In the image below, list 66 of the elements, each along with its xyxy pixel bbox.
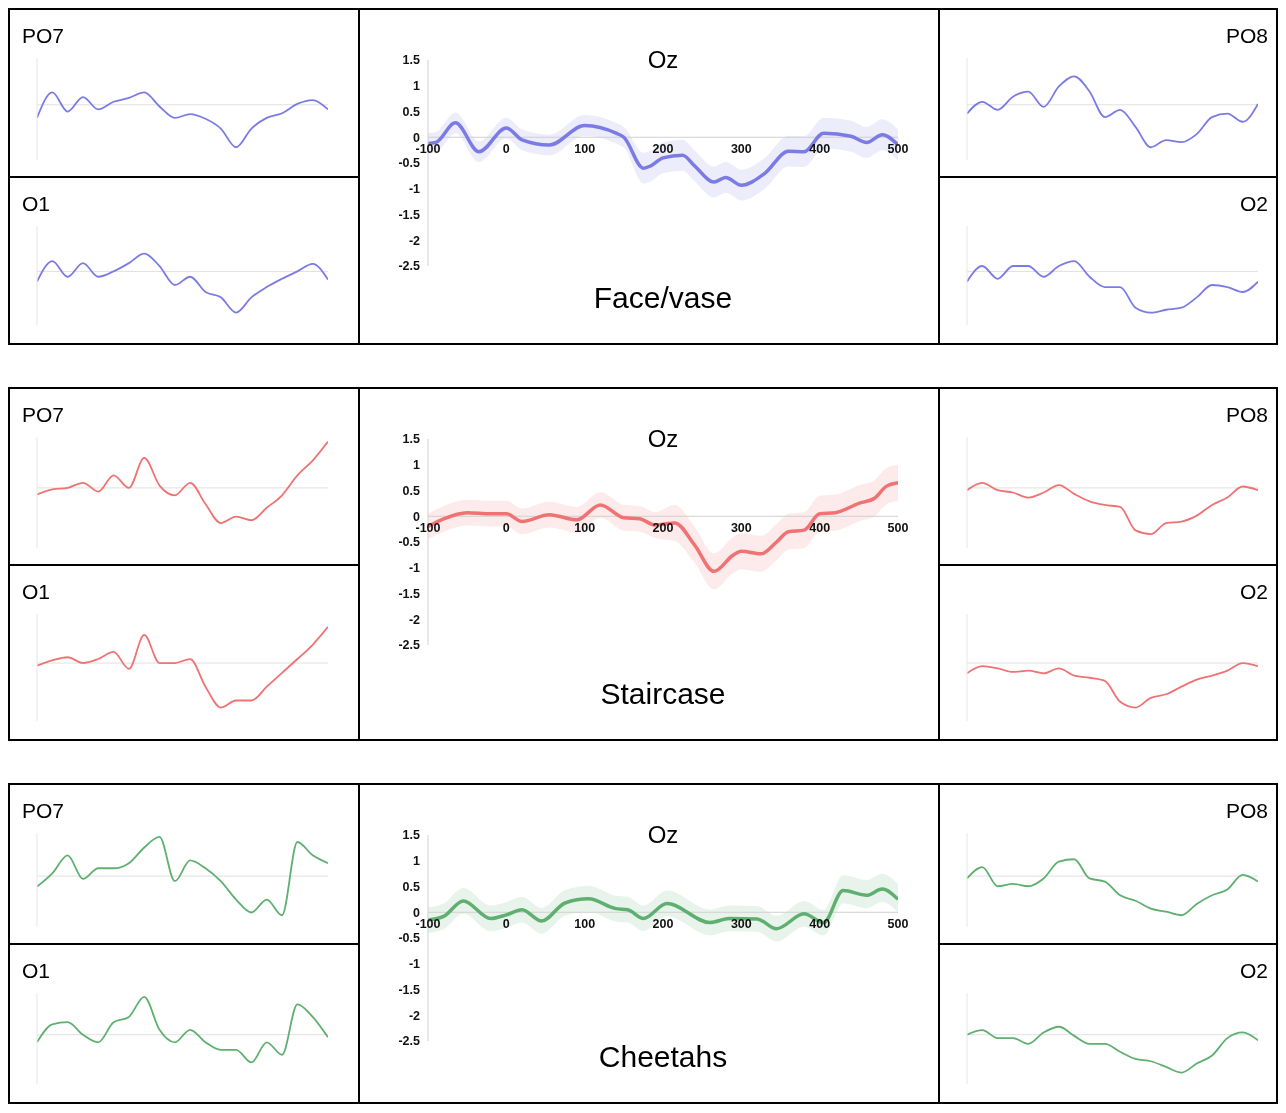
y-tick-label: -1.5 [398,207,421,222]
chart-title: PO8 [1225,799,1268,823]
y-tick-label: 1 [413,79,421,94]
y-tick-label: 0.5 [402,483,421,498]
text: Face/vase [592,281,734,315]
chart-title: O1 [22,192,51,216]
x-tick-label: 200 [652,142,674,157]
y-tick-label: -1 [408,957,421,972]
x-tick-label: 0 [502,142,510,157]
chart-title: PO8 [1225,24,1268,48]
x-tick-label: -100 [415,142,441,157]
y-tick-label: 0 [413,130,421,145]
chart-title: PO7 [22,799,65,823]
chart-title: O1 [22,580,51,604]
annotation: Cheetahs [597,1040,729,1074]
x-tick-label: 300 [730,917,752,932]
chart-title: O2 [1239,959,1268,983]
y-tick-label: 1 [413,854,421,869]
x-tick-label: 500 [887,917,909,932]
y-tick-label: 0.5 [402,879,421,894]
y-tick-label: 0 [413,905,421,920]
y-tick-label: -2.5 [398,638,421,653]
y-tick-label: 0 [413,509,421,524]
y-tick-label: 1.5 [402,828,421,843]
chart-title: PO8 [1225,403,1268,427]
chart-title: Oz [646,425,680,453]
chart-title: Oz [646,821,680,849]
y-tick-label: -0.5 [398,156,421,171]
x-tick-label: 400 [809,917,831,932]
chart-title: PO7 [22,24,65,48]
x-tick-label: 500 [887,521,909,536]
y-tick-label: -1.5 [398,586,421,601]
x-tick-label: -100 [415,521,441,536]
y-tick-label: -2.5 [398,1034,421,1049]
y-tick-label: -1 [408,561,421,576]
x-tick-label: 400 [809,142,831,157]
y-tick-label: -2 [408,1008,421,1023]
y-tick-label: -2.5 [398,259,421,274]
x-tick-label: 100 [574,521,596,536]
chart-title: Oz [646,46,680,74]
x-tick-label: 500 [887,142,909,157]
y-tick-label: 0.5 [402,104,421,119]
y-tick-label: -1 [408,182,421,197]
x-tick-label: 300 [730,142,752,157]
x-tick-label: 200 [652,521,674,536]
x-tick-label: 200 [652,917,674,932]
y-tick-label: -2 [408,233,421,248]
y-tick-label: -0.5 [398,931,421,946]
x-tick-label: 0 [502,521,510,536]
chart-title: O2 [1239,580,1268,604]
x-tick-label: 100 [574,142,596,157]
y-tick-label: 1 [413,458,421,473]
y-tick-label: 1.5 [402,432,421,447]
y-tick-label: -1.5 [398,982,421,997]
text: Staircase [599,677,727,711]
y-tick-label: -2 [408,612,421,627]
x-tick-label: 400 [809,521,831,536]
y-tick-label: 1.5 [402,53,421,68]
x-tick-label: 100 [574,917,596,932]
x-tick-label: 0 [502,917,510,932]
x-tick-label: 300 [730,521,752,536]
chart-title: PO7 [22,403,65,427]
chart-title: O2 [1239,192,1268,216]
x-tick-label: -100 [415,917,441,932]
y-tick-label: -0.5 [398,535,421,550]
chart-title: O1 [22,959,51,983]
